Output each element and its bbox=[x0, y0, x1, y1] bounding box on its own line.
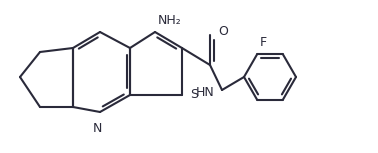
Text: NH₂: NH₂ bbox=[158, 13, 182, 26]
Text: O: O bbox=[218, 24, 228, 37]
Text: N: N bbox=[92, 122, 102, 135]
Text: HN: HN bbox=[195, 86, 214, 99]
Text: F: F bbox=[260, 36, 267, 49]
Text: S: S bbox=[190, 88, 198, 101]
